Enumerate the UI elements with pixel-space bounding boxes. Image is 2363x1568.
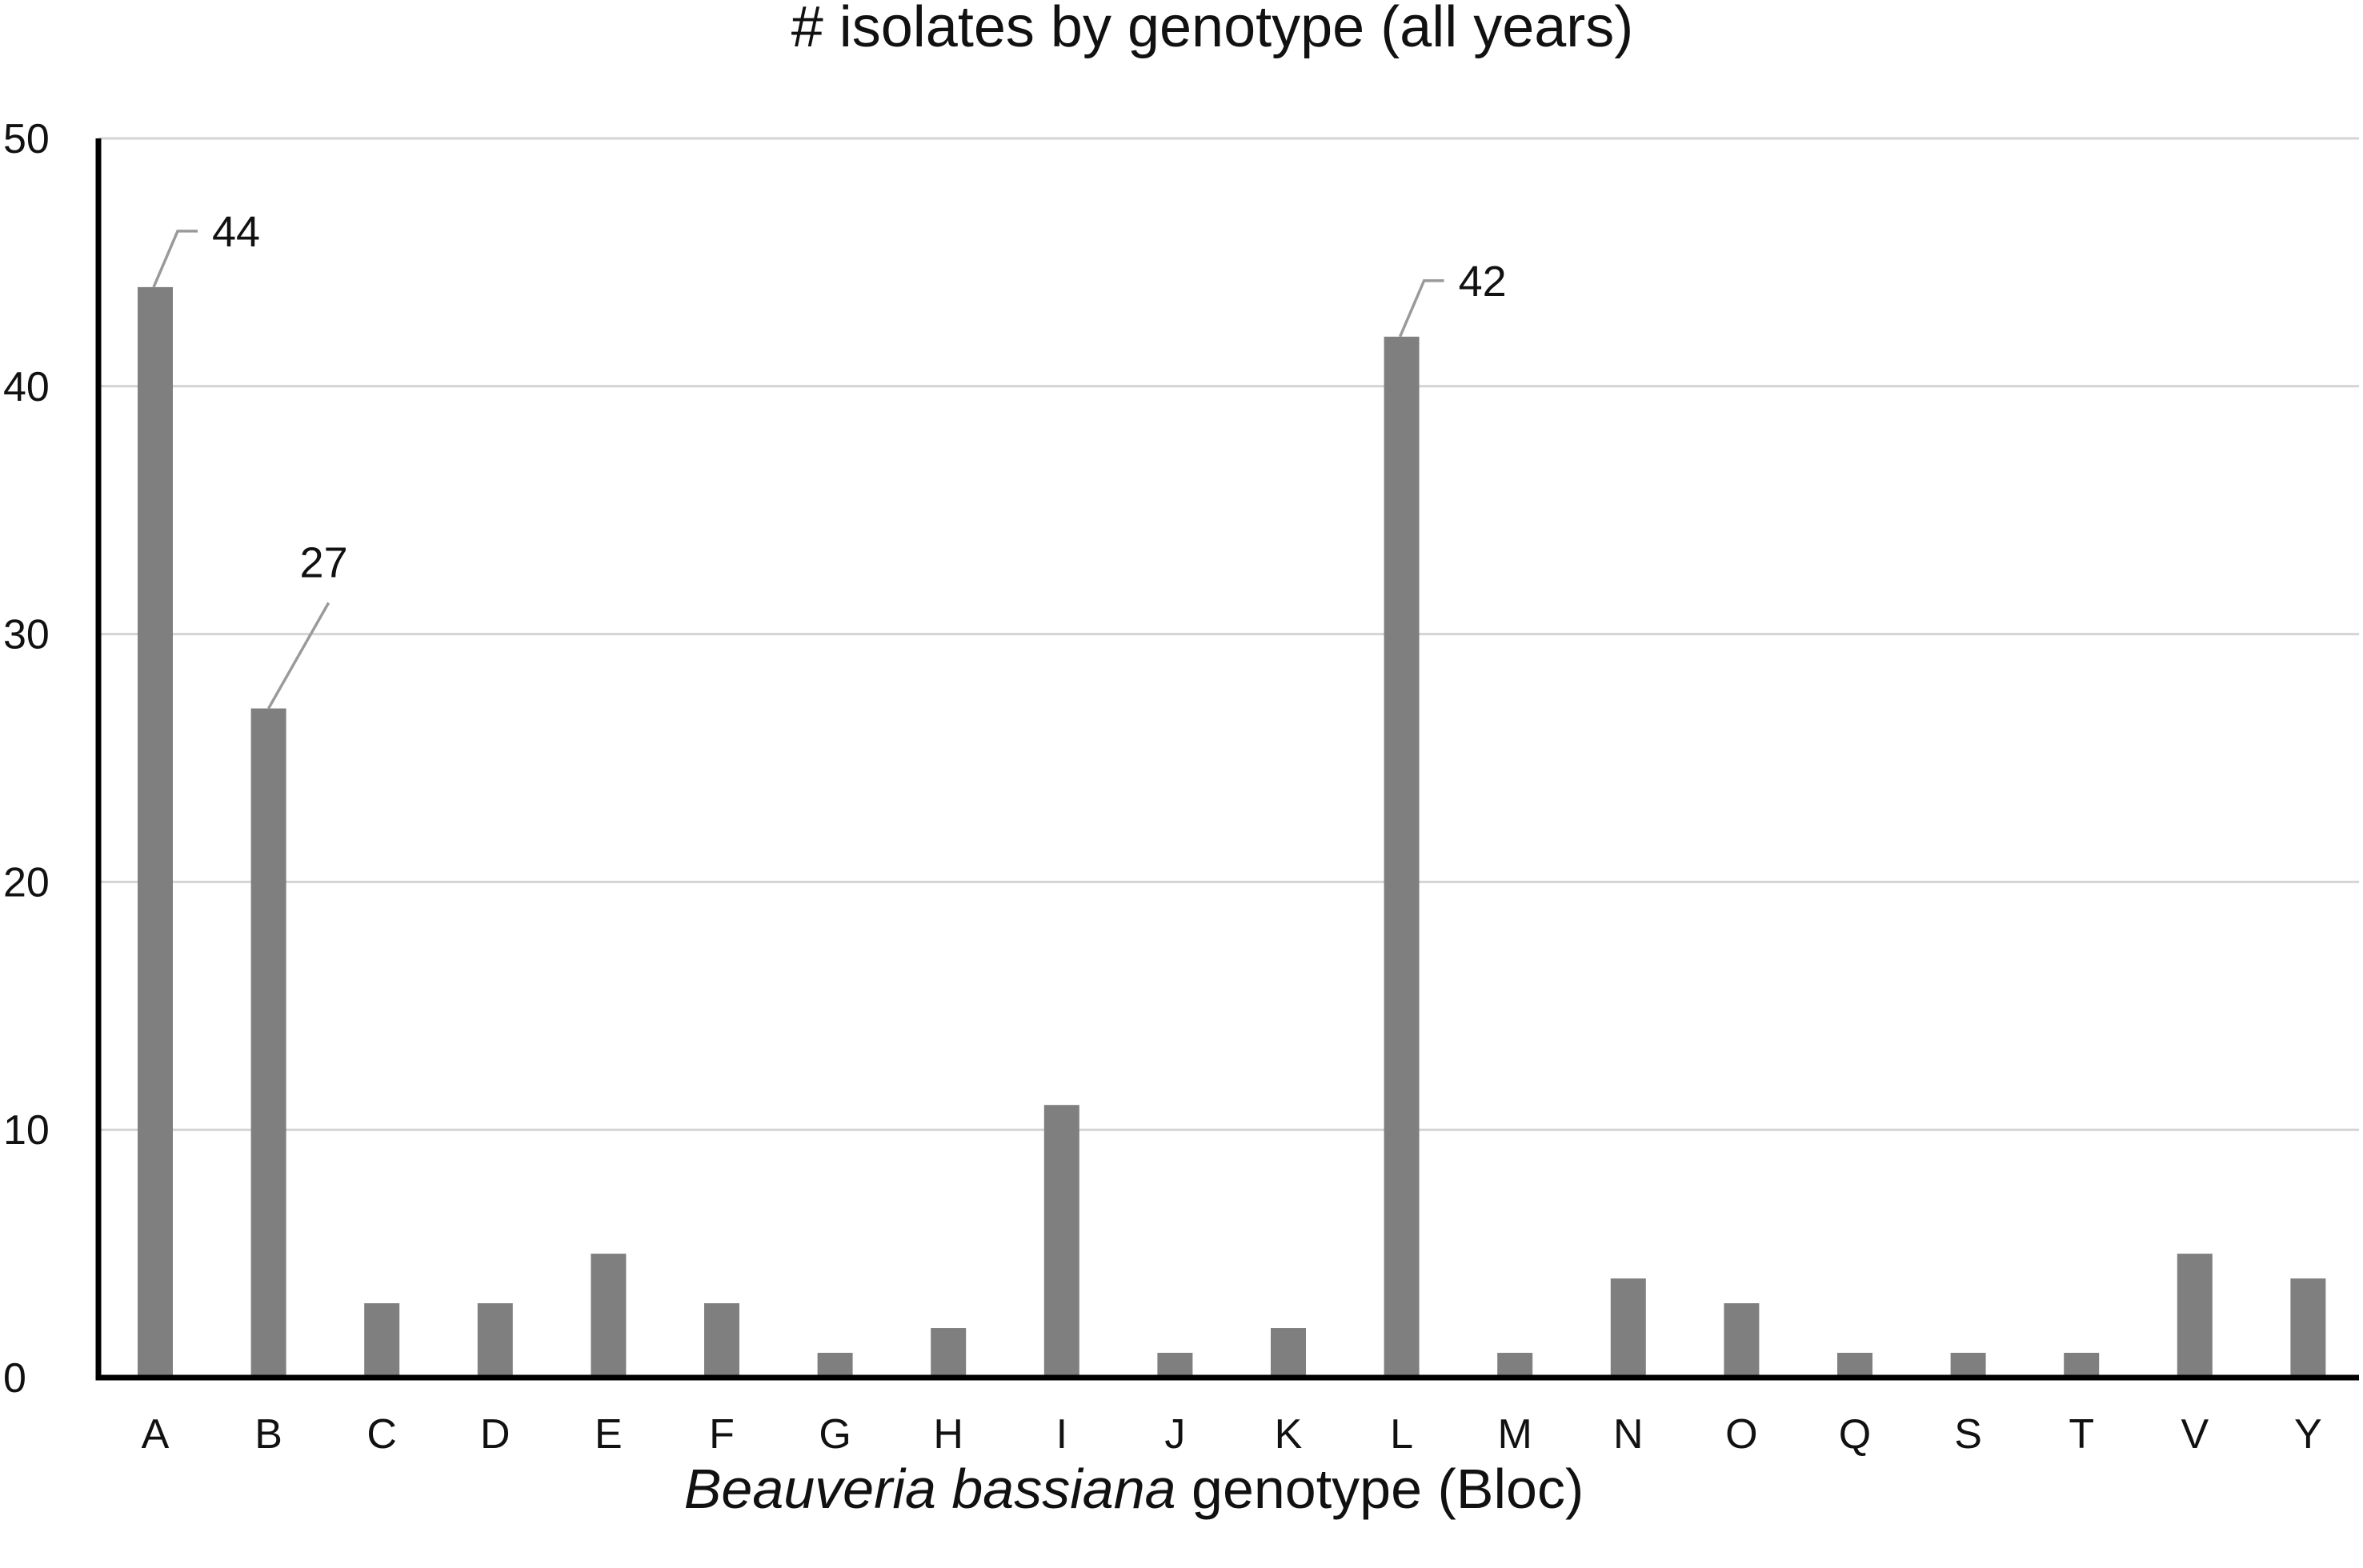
y-tick-label: 30 — [3, 612, 50, 658]
x-tick-label: J — [1164, 1411, 1185, 1458]
chart-title: # isolates by genotype (all years) — [791, 0, 1634, 59]
bar — [704, 1303, 739, 1378]
y-tick-label: 40 — [3, 364, 50, 410]
data-label-leader — [1398, 279, 1444, 338]
bar — [1610, 1278, 1646, 1378]
x-tick-label: B — [254, 1411, 282, 1458]
x-tick-label: T — [2069, 1411, 2094, 1458]
bar — [1384, 336, 1420, 1378]
bar — [2064, 1353, 2100, 1378]
x-tick-label: N — [1613, 1411, 1644, 1458]
data-label-leader — [267, 602, 330, 710]
y-axis-tick-labels: 0 10 20 30 40 50 — [3, 116, 50, 1402]
bar — [2290, 1278, 2326, 1378]
y-tick-label: 50 — [3, 116, 50, 162]
bar — [1043, 1105, 1079, 1378]
x-tick-label: C — [366, 1411, 397, 1458]
bar — [817, 1353, 853, 1378]
x-tick-label: S — [1954, 1411, 1982, 1458]
bar — [931, 1328, 967, 1378]
bar — [1157, 1353, 1193, 1378]
bar — [250, 708, 286, 1378]
x-tick-label: M — [1498, 1411, 1532, 1458]
bar — [138, 286, 173, 1378]
bar — [477, 1303, 513, 1378]
x-tick-label: Y — [2294, 1411, 2322, 1458]
gridlines — [98, 137, 2359, 1131]
data-label: 44 — [212, 208, 260, 256]
x-tick-label: D — [480, 1411, 511, 1458]
x-tick-label: I — [1056, 1411, 1067, 1458]
bar — [1837, 1353, 1872, 1378]
bar — [1497, 1353, 1533, 1378]
bar — [1950, 1353, 1986, 1378]
data-labels: 44 27 42 — [212, 208, 1507, 587]
x-tick-label: G — [819, 1411, 851, 1458]
x-tick-label: Q — [1839, 1411, 1871, 1458]
x-tick-label: F — [709, 1411, 735, 1458]
x-axis-title-suffix: genotype (Bloc) — [1176, 1458, 1584, 1520]
bar — [1271, 1328, 1306, 1378]
data-label-leaders — [152, 230, 1444, 710]
y-tick-label: 10 — [3, 1107, 50, 1154]
x-tick-label: A — [142, 1411, 170, 1458]
x-tick-label: O — [1725, 1411, 1757, 1458]
x-axis-title: Beauveria bassiana genotype (Bloc) — [684, 1458, 1584, 1520]
x-tick-label: L — [1390, 1411, 1413, 1458]
x-tick-label: K — [1275, 1411, 1303, 1458]
bars — [138, 286, 2326, 1378]
x-tick-label: V — [2181, 1411, 2209, 1458]
x-tick-label: E — [595, 1411, 623, 1458]
bar — [1724, 1303, 1760, 1378]
x-axis-title-species: Beauveria bassiana — [684, 1458, 1176, 1520]
data-label: 27 — [300, 539, 348, 587]
data-label: 42 — [1459, 258, 1507, 306]
y-tick-label: 0 — [3, 1355, 26, 1402]
bar — [591, 1254, 627, 1378]
bar — [364, 1303, 400, 1378]
bar — [2177, 1254, 2213, 1378]
x-tick-label: H — [933, 1411, 963, 1458]
data-label-leader — [152, 230, 198, 288]
y-tick-label: 20 — [3, 859, 50, 906]
